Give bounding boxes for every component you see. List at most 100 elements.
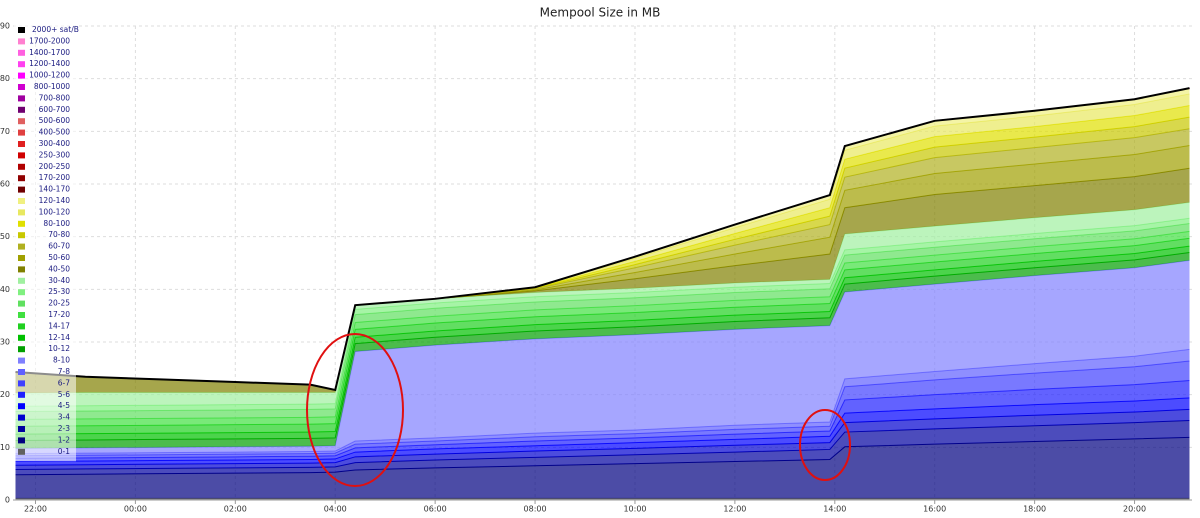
legend-swatch (18, 175, 25, 182)
legend-label: 0-1 (58, 447, 70, 456)
y-tick-label: 30 (0, 338, 10, 347)
legend-label: 1-2 (58, 435, 70, 444)
area-fill (15, 380, 1190, 462)
legend-swatch (18, 38, 25, 45)
x-tick-label: 02:00 (224, 505, 247, 514)
legend-label: 400-500 (39, 128, 71, 137)
legend-swatch (18, 426, 25, 432)
legend-label: 1200-1400 (29, 59, 70, 68)
annotation-circle (306, 333, 404, 487)
legend-label: 80-100 (43, 219, 70, 228)
legend-swatch (18, 220, 25, 227)
legend-swatch (18, 312, 25, 318)
area-fill (15, 420, 1190, 475)
area-fill (15, 397, 1190, 466)
legend-label: 700-800 (39, 93, 71, 102)
legend-swatch (18, 152, 25, 159)
legend-label: 170-200 (39, 173, 71, 182)
x-tick-label: 12:00 (723, 505, 746, 514)
legend-label: 250-300 (39, 150, 71, 159)
x-tick-label: 04:00 (324, 505, 347, 514)
area-fill (15, 128, 1190, 390)
legend: 2000+ sat/B 1700-2000 1400-1700 1200-1400 10… (14, 24, 79, 462)
y-tick-label: 40 (0, 285, 10, 294)
legend-label: 20-25 (48, 299, 70, 308)
y-tick-label: 60 (0, 180, 10, 189)
legend-swatch (18, 61, 25, 68)
area-fill (15, 260, 1190, 454)
legend-label: 6-7 (58, 378, 70, 387)
legend-swatch (18, 403, 25, 410)
legend-label: 7-8 (58, 367, 70, 376)
x-tick-label: 06:00 (424, 505, 447, 514)
legend-label: 10-12 (48, 344, 70, 353)
legend-label: 25-30 (48, 287, 70, 296)
area-fill (15, 145, 1190, 390)
annotation-circle (799, 409, 851, 481)
x-tick-label: 20:00 (1123, 505, 1146, 514)
legend-label: 200-250 (39, 162, 71, 171)
y-tick-label: 90 (0, 22, 10, 31)
legend-label: 1700-2000 (29, 36, 70, 45)
legend-swatch (18, 27, 25, 33)
area-fill (15, 360, 1190, 459)
legend-swatch (18, 84, 25, 90)
x-tick-label: 14:00 (823, 505, 846, 514)
legend-swatch (18, 232, 25, 239)
x-tick-label: 18:00 (1023, 505, 1046, 514)
legend-swatch (18, 300, 25, 307)
legend-swatch (18, 346, 25, 353)
area-fill (15, 349, 1190, 456)
legend-swatch (18, 118, 25, 125)
legend-label: 8-10 (53, 356, 70, 365)
legend-label: 600-700 (39, 105, 71, 114)
legend-swatch (18, 289, 25, 296)
y-tick-label: 80 (0, 74, 10, 83)
legend-label: 30-40 (48, 276, 70, 285)
legend-label: 14-17 (48, 321, 70, 330)
y-tick-label: 20 (0, 390, 10, 399)
legend-swatch (18, 129, 25, 136)
legend-swatch (18, 448, 25, 455)
y-tick-label: 50 (0, 232, 10, 241)
legend-swatch (18, 163, 25, 170)
areas (15, 87, 1190, 500)
legend-swatch (18, 95, 25, 102)
legend-swatch (18, 414, 25, 421)
legend-swatch (18, 106, 25, 113)
legend-label: 2000+ sat/B (32, 25, 79, 34)
legend-swatch (18, 391, 25, 398)
area-fill (15, 223, 1190, 420)
legend-swatch (18, 186, 25, 193)
legend-label: 3-4 (58, 413, 70, 422)
area-fill (15, 252, 1190, 449)
y-tick-label: 10 (0, 443, 10, 452)
legend-label: 70-80 (48, 230, 70, 239)
legend-swatch (18, 198, 25, 204)
legend-label: 12-14 (48, 333, 70, 342)
chart-title: Mempool Size in MB (540, 6, 661, 20)
x-tick-label: 10:00 (623, 505, 646, 514)
x-tick-label: 22:00 (24, 505, 47, 514)
legend-swatch (18, 277, 25, 284)
legend-label: 800-1000 (34, 82, 70, 91)
legend-swatch (18, 255, 25, 261)
legend-label: 50-60 (48, 253, 70, 262)
legend-label: 500-600 (39, 116, 71, 125)
legend-label: 1000-1200 (29, 71, 70, 80)
legend-label: 1400-1700 (29, 48, 70, 57)
x-tick-label: 00:00 (124, 505, 147, 514)
legend-swatch (18, 141, 25, 147)
area-fill (15, 437, 1190, 499)
legend-swatch (18, 72, 25, 79)
legend-label: 60-70 (48, 242, 70, 251)
x-tick-label: 16:00 (923, 505, 946, 514)
legend-label: 17-20 (48, 310, 70, 319)
legend-swatch (18, 49, 25, 56)
area-fill (15, 202, 1190, 407)
area-line (15, 87, 1190, 392)
legend-swatch (18, 437, 25, 444)
legend-label: 4-5 (58, 401, 70, 410)
x-tick-label: 08:00 (524, 505, 547, 514)
